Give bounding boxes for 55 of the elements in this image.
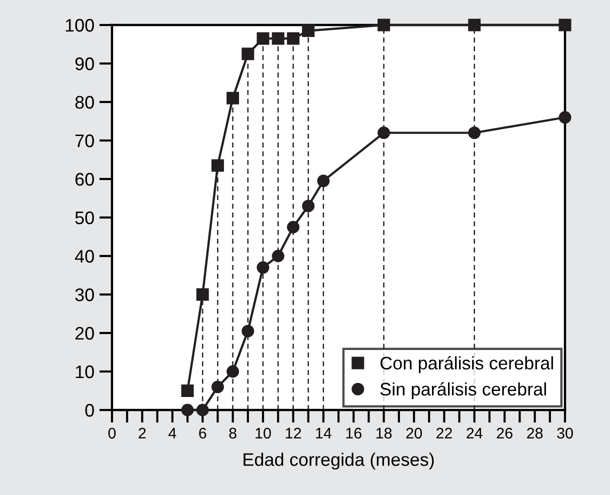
x-axis-title: Edad corregida (meses) [244,452,434,470]
point [211,380,224,394]
point [286,32,300,45]
point [242,324,254,338]
y-tick-label: 30 [75,288,94,302]
point [196,404,209,416]
point [272,32,284,45]
point [181,384,194,397]
x-tick-label: 26 [496,428,512,439]
point [256,261,270,274]
point [468,126,481,140]
y-tick-label: 20 [75,326,94,340]
x-tick-label: 0 [108,428,116,439]
y-tick-label: 0 [85,404,94,417]
y-tick-label: 90 [75,57,94,70]
y-tick-label: 50 [75,211,94,224]
x-tick-label: 28 [527,428,543,439]
y-tick-label: 40 [74,250,94,263]
y-tick-label: 60 [75,172,94,186]
legend-label: Con parálisis cerebral [380,356,553,374]
y-tick-label: 100 [66,18,94,32]
x-tick-label: 24 [466,428,482,438]
x-tick-label: 18 [376,428,392,439]
y-tick-label: 70 [75,134,94,148]
point [181,404,194,416]
point [558,111,572,124]
point [242,48,254,60]
point [378,126,390,140]
x-tick-label: 2 [138,428,146,438]
y-tick-label: 10 [76,365,94,378]
x-tick-label: 16 [346,428,362,439]
point [256,32,270,45]
point [226,92,240,104]
x-tick-label: 20 [406,428,422,439]
x-tick-label: 8 [229,428,236,439]
point [302,24,315,38]
point [286,220,300,234]
point [196,288,209,301]
point [558,18,572,32]
point [226,365,240,378]
point [378,18,390,32]
point [468,18,481,32]
point [211,159,224,172]
point [272,250,284,262]
x-tick-label: 12 [286,428,301,438]
x-tick-label: 10 [256,428,271,439]
point [317,174,330,188]
x-tick-label: 14 [316,428,332,438]
x-tick-label: 4 [168,428,176,438]
x-tick-label: 6 [199,428,206,439]
y-tick-label: 80 [75,96,94,109]
point [302,200,315,212]
x-tick-label: 22 [436,428,452,438]
legend-label: Sin parálisis cerebral [380,382,546,400]
x-tick-label: 30 [557,428,573,439]
